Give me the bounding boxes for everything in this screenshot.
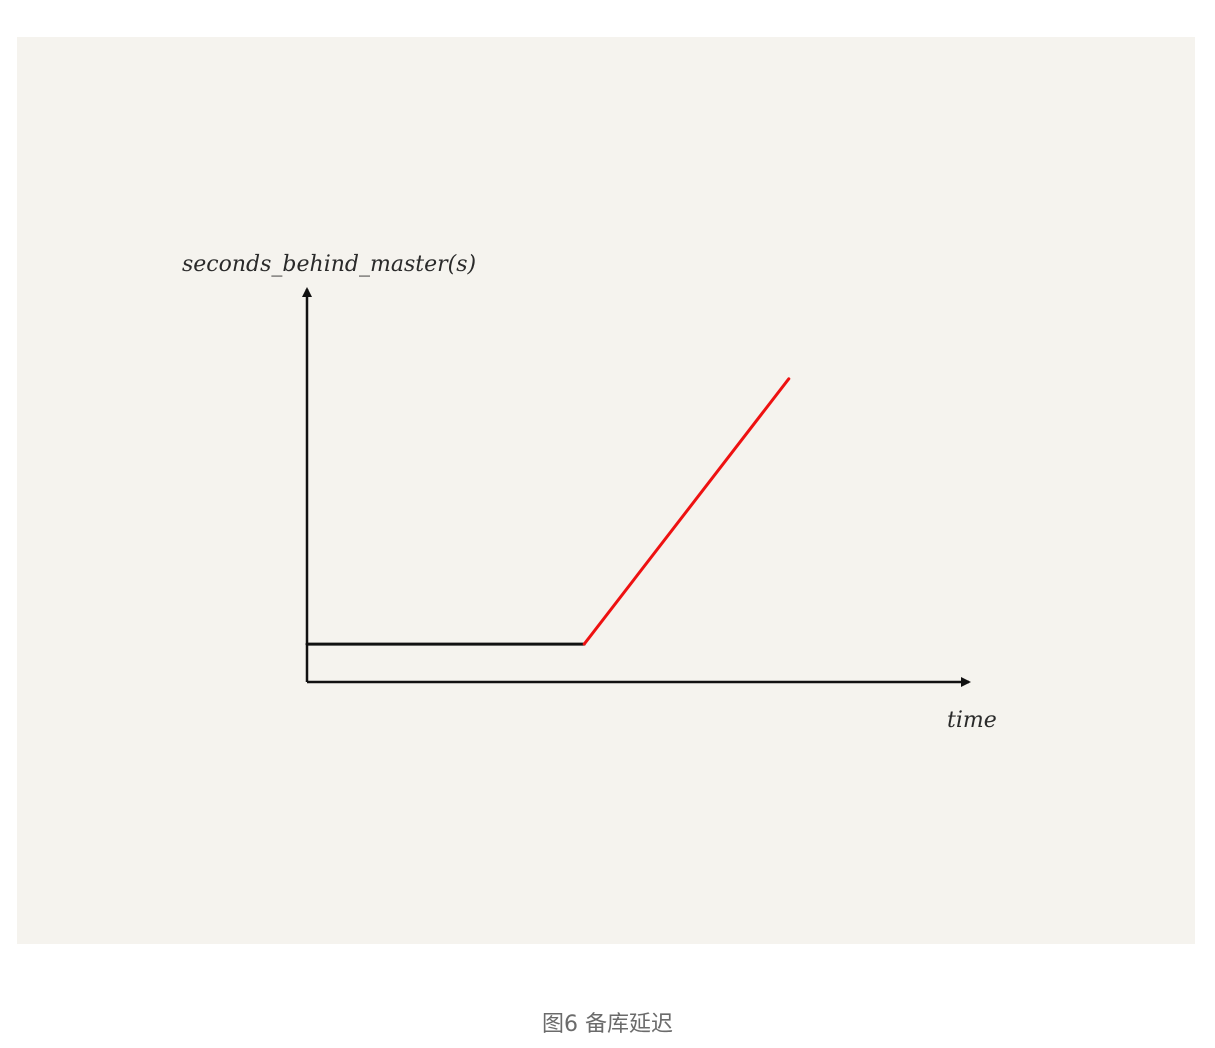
y-axis-label: seconds_behind_master(s) <box>182 252 476 277</box>
series-line-delay-rising <box>582 377 791 646</box>
chart: seconds_behind_master(s) time <box>182 252 997 733</box>
x-axis-label: time <box>947 708 997 733</box>
figure-panel: seconds_behind_master(s) time <box>17 37 1195 944</box>
figure-caption: 图6 备库延迟 <box>542 1012 673 1037</box>
